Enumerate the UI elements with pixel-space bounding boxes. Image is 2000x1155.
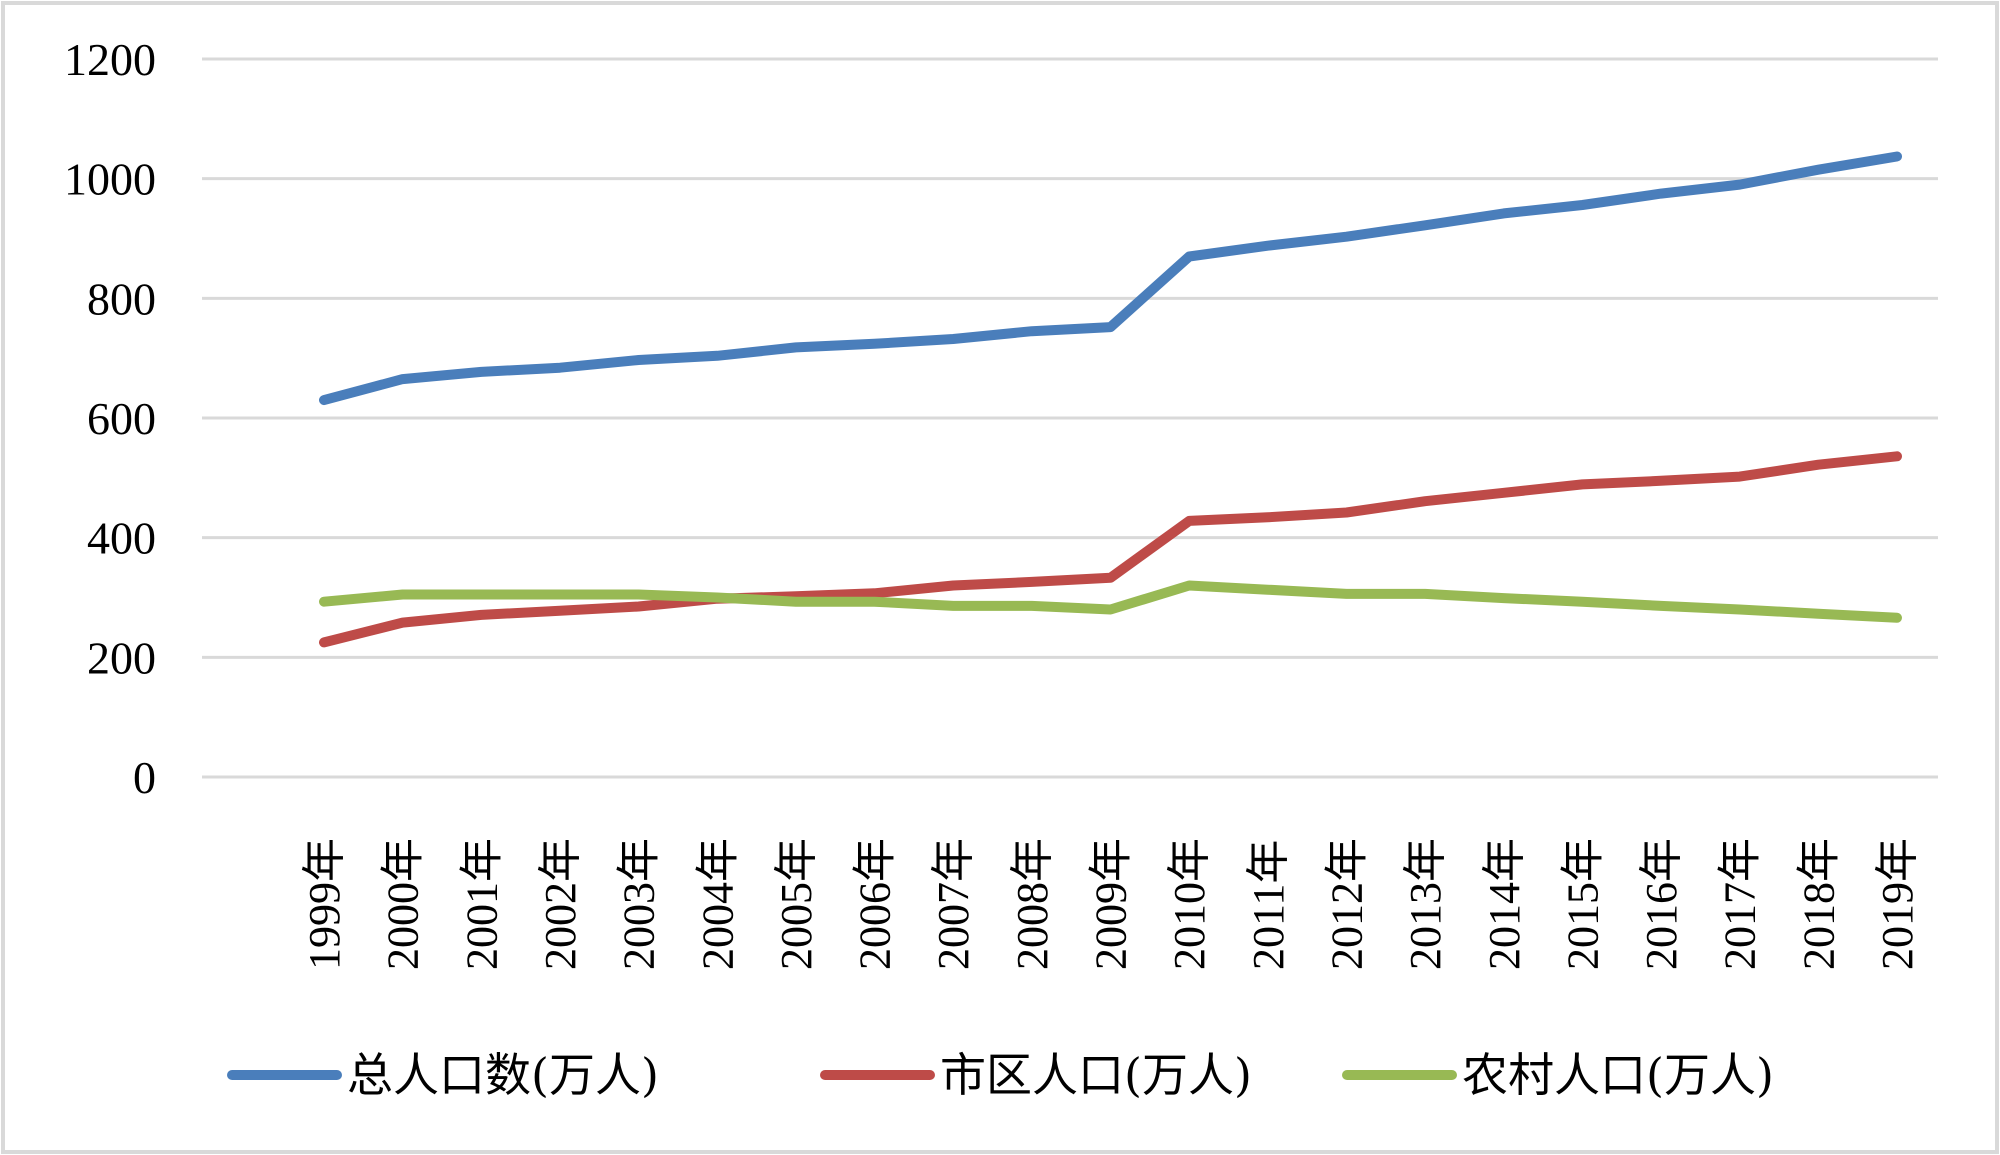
y-tick-label-200: 200 [87, 632, 156, 683]
y-tick-label-1200: 1200 [64, 34, 156, 85]
series-line-1 [319, 151, 1902, 406]
x-category-label: 2019年 [1873, 838, 1922, 970]
x-category-label: 2011年 [1244, 840, 1293, 970]
x-category-label: 2002年 [536, 838, 585, 970]
x-category-label: 2018年 [1794, 838, 1843, 970]
x-category-label: 2005年 [772, 838, 821, 970]
series-line-2 [319, 451, 1902, 648]
x-category-label: 2001年 [457, 838, 506, 970]
x-category-label: 2003年 [615, 838, 664, 970]
legend-label-3: 农村人口(万人) [1462, 1048, 1774, 1102]
y-tick-label-0: 0 [133, 752, 156, 803]
y-tick-label-600: 600 [87, 393, 156, 444]
x-category-label: 2000年 [379, 838, 428, 970]
x-category-label: 2004年 [693, 838, 742, 970]
x-category-label: 2014年 [1480, 838, 1529, 970]
x-category-label: 2006年 [851, 838, 900, 970]
legend: 总人口数(万人) 市区人口(万人) 农村人口(万人) [227, 1048, 1774, 1102]
y-tick-label-800: 800 [87, 273, 156, 324]
x-category-label: 1999年 [300, 838, 349, 970]
legend-label-1: 总人口数(万人) [347, 1048, 659, 1102]
y-tick-label-400: 400 [87, 513, 156, 564]
x-category-label: 2016年 [1637, 838, 1686, 970]
x-category-label: 2013年 [1401, 838, 1450, 970]
x-category-label: 2008年 [1008, 838, 1057, 970]
legend-label-2: 市区人口(万人) [940, 1048, 1252, 1102]
x-category-label: 2010年 [1165, 838, 1214, 970]
y-axis-tick-labels: 0 200 400 600 800 1000 1200 [64, 34, 156, 803]
series-lines [319, 151, 1902, 648]
gridlines [202, 57, 1938, 779]
x-category-label: 2017年 [1716, 838, 1765, 970]
series-line-3 [319, 580, 1902, 623]
x-category-label: 2007年 [929, 838, 978, 970]
x-category-label: 2015年 [1558, 838, 1607, 970]
x-category-label: 2012年 [1322, 838, 1371, 970]
y-tick-label-1000: 1000 [64, 154, 156, 205]
x-axis-category-labels: 1999年 2000年 2001年 2002年 2003年 2004年 2005年 2006年… [300, 838, 1922, 970]
x-category-label: 2009年 [1087, 838, 1136, 970]
